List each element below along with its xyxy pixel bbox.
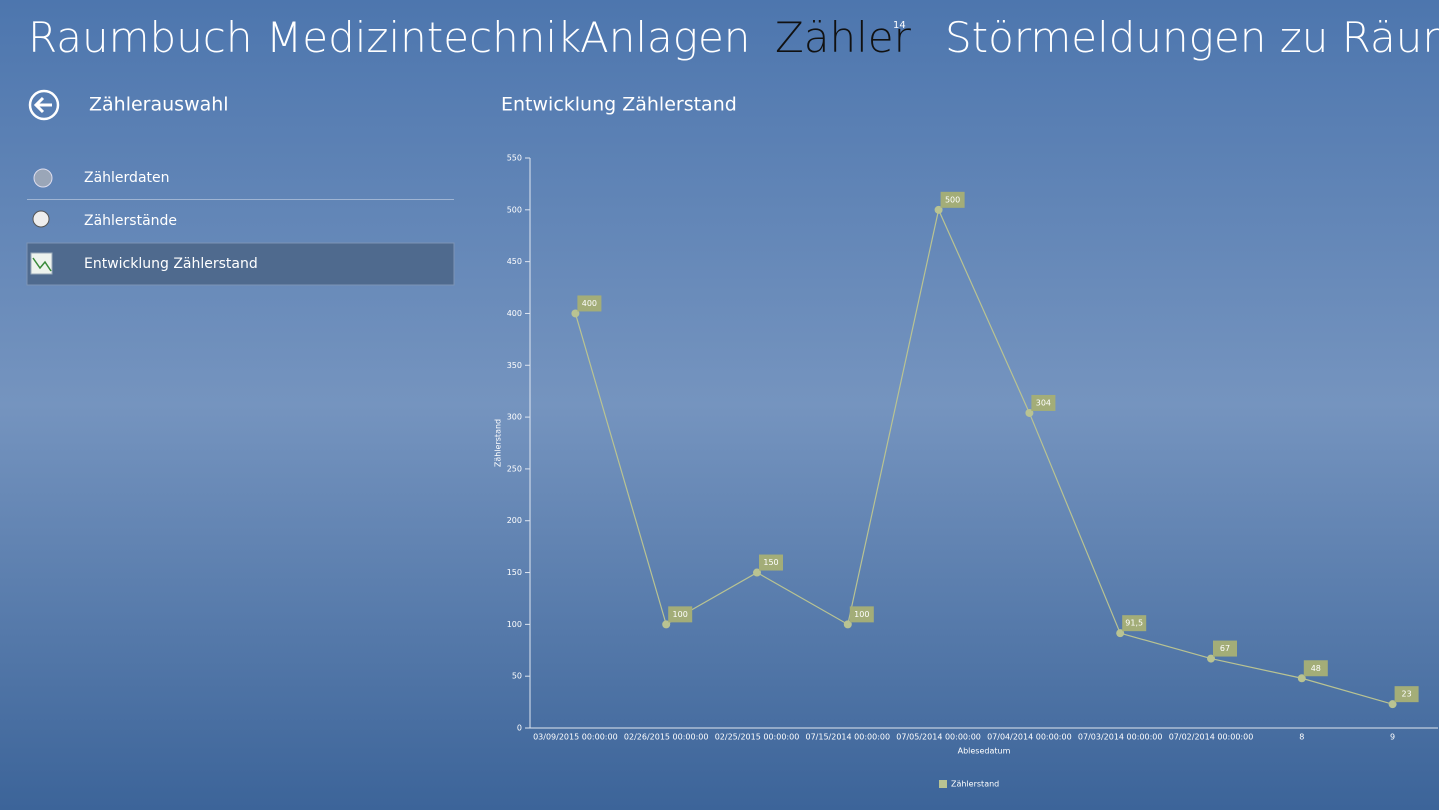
data-label-box: [759, 554, 783, 571]
nav-item[interactable]: Störmeldungen zu Räumen: [945, 13, 1439, 62]
data-label: 67: [1220, 644, 1230, 653]
data-label-box: [668, 606, 693, 623]
data-label-box: [1213, 640, 1237, 657]
y-tick-label: 450: [507, 257, 522, 266]
y-tick-label: 350: [507, 361, 522, 370]
data-label: 100: [673, 610, 688, 619]
x-tick-label: 8: [1299, 733, 1304, 742]
data-label-box: [940, 191, 965, 208]
data-label: 304: [1036, 398, 1051, 407]
selected-row: [26, 242, 455, 286]
y-tick-label: 200: [507, 516, 522, 525]
y-axis-label: Zählerstand: [494, 419, 503, 467]
x-tick-label: 02/25/2015 00:00:00: [715, 733, 800, 742]
y-tick-label: 300: [507, 413, 522, 422]
data-label-box: [1031, 394, 1056, 411]
x-tick-label: 07/04/2014 00:00:00: [987, 733, 1072, 742]
x-tick-label: 07/02/2014 00:00:00: [1169, 733, 1254, 742]
sidebar-item[interactable]: Zählerstände: [84, 213, 177, 229]
sidebar-item[interactable]: Entwicklung Zählerstand: [84, 256, 258, 272]
data-label: 500: [945, 195, 960, 204]
back-button[interactable]: [28, 89, 60, 121]
y-tick-label: 150: [507, 568, 522, 577]
icon: [33, 168, 53, 188]
nav-item[interactable]: Anlagen: [580, 13, 750, 62]
chart-title: Entwicklung Zählerstand: [501, 94, 737, 116]
nav-item[interactable]: Medizintechnik: [266, 13, 581, 62]
x-axis-label: Ablesedatum: [958, 747, 1011, 756]
icon: [30, 252, 53, 275]
data-label: 150: [763, 558, 778, 567]
sidebar-item[interactable]: Zählerdaten: [84, 170, 170, 186]
y-tick-label: 400: [507, 309, 522, 318]
y-tick-label: 0: [517, 724, 522, 733]
y-tick-label: 100: [507, 620, 522, 629]
icon: [32, 210, 50, 228]
x-tick-label: 07/15/2014 00:00:00: [806, 733, 891, 742]
y-tick-label: 50: [512, 672, 522, 681]
x-tick-label: 07/05/2014 00:00:00: [896, 733, 981, 742]
legend-swatch: [939, 780, 947, 788]
x-tick-label: 02/26/2015 00:00:00: [624, 733, 709, 742]
x-tick-label: 07/03/2014 00:00:00: [1078, 733, 1163, 742]
x-tick-label: 9: [1390, 733, 1395, 742]
data-label-box: [849, 606, 874, 623]
y-tick-label: 500: [507, 205, 522, 214]
data-label-box: [1122, 615, 1147, 632]
data-label-box: [1303, 660, 1328, 677]
x-tick-label: 03/09/2015 00:00:00: [533, 733, 618, 742]
data-label: 100: [854, 610, 869, 619]
nav-item[interactable]: Raumbuch: [28, 13, 253, 62]
sidebar-title: Zählerauswahl: [89, 94, 229, 116]
data-label: 23: [1402, 690, 1412, 699]
icon: [32, 257, 52, 272]
data-label-box: [577, 295, 602, 312]
data-label-box: [1394, 686, 1419, 703]
data-label: 91,5: [1125, 619, 1143, 628]
legend-label: Zählerstand: [951, 780, 999, 789]
nav-item-active[interactable]: Zähler: [775, 13, 912, 62]
series-line: [574, 207, 1393, 705]
nav-badge: 14: [893, 20, 906, 31]
data-label: 48: [1311, 664, 1321, 673]
y-tick-label: 550: [507, 154, 522, 163]
data-label: 400: [582, 299, 597, 308]
y-tick-label: 250: [507, 464, 522, 473]
